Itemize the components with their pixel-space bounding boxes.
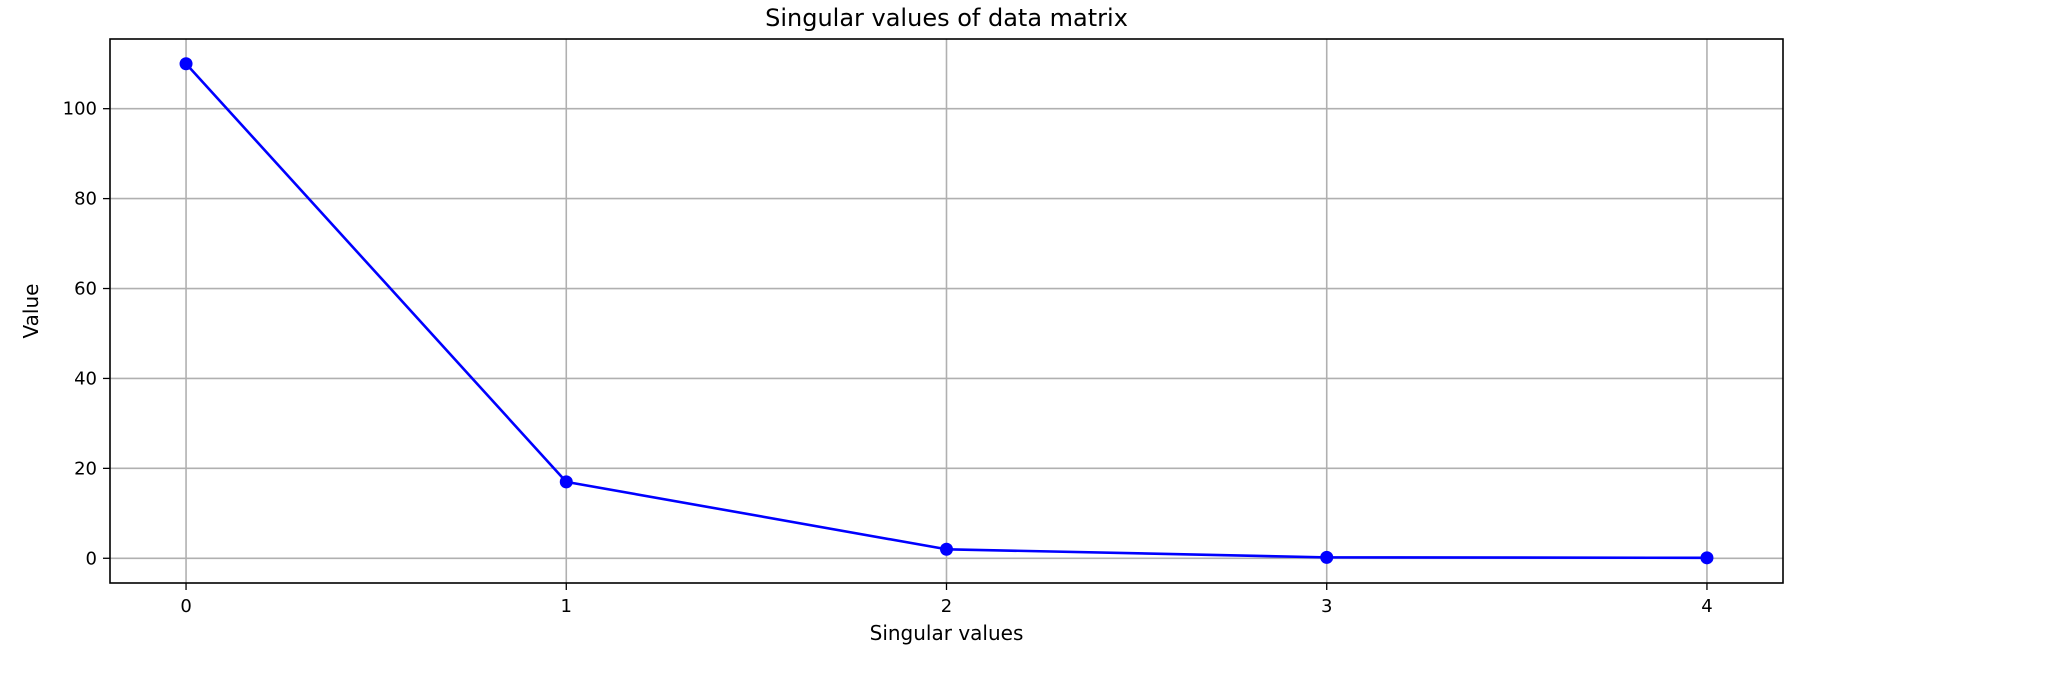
y-axis-label: Value <box>19 284 43 339</box>
data-point <box>1320 550 1334 564</box>
data-point <box>1700 551 1714 565</box>
x-tick-label: 3 <box>1321 596 1332 617</box>
data-point <box>559 475 573 489</box>
y-tick-label: 100 <box>63 99 97 120</box>
series-layer <box>179 57 1714 565</box>
grid <box>110 39 1783 583</box>
y-tick-label: 40 <box>74 368 97 389</box>
y-tick-label: 0 <box>86 548 97 569</box>
x-tick-label: 2 <box>941 596 952 617</box>
chart-title: Singular values of data matrix <box>765 4 1128 32</box>
y-tick-label: 80 <box>74 189 97 210</box>
y-tick-label: 60 <box>74 279 97 300</box>
y-tick-label: 20 <box>74 458 97 479</box>
x-tick-label: 4 <box>1701 596 1712 617</box>
x-tick-label: 1 <box>561 596 572 617</box>
x-axis-label: Singular values <box>870 621 1024 645</box>
data-point <box>940 542 953 556</box>
data-point <box>179 57 193 71</box>
x-tick-label: 0 <box>180 596 191 617</box>
